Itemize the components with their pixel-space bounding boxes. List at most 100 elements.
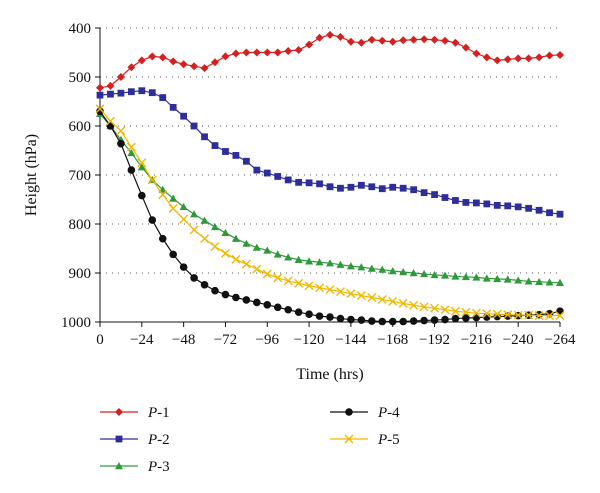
data-point bbox=[535, 206, 543, 214]
data-point bbox=[231, 254, 241, 264]
data-point bbox=[117, 139, 125, 148]
data-point bbox=[513, 310, 523, 320]
legend: P-1 P-2 P-3 P-4 P-5 bbox=[100, 405, 400, 475]
x-tick-label: −72 bbox=[214, 332, 237, 348]
data-point bbox=[431, 191, 438, 198]
data-point bbox=[546, 209, 553, 217]
series-layer bbox=[95, 30, 565, 326]
data-point bbox=[169, 57, 178, 66]
data-point bbox=[137, 56, 146, 65]
data-point bbox=[492, 309, 502, 319]
data-point bbox=[273, 250, 282, 258]
data-point bbox=[367, 35, 376, 44]
data-point bbox=[441, 194, 449, 201]
data-point bbox=[283, 276, 293, 286]
data-point bbox=[222, 148, 229, 155]
data-point bbox=[263, 48, 272, 57]
data-point bbox=[137, 163, 146, 171]
data-point bbox=[252, 243, 261, 251]
data-point bbox=[388, 37, 397, 46]
x-axis-label: Time (hrs) bbox=[296, 366, 363, 383]
data-point bbox=[169, 194, 178, 202]
series-line bbox=[99, 34, 561, 89]
data-point bbox=[430, 316, 439, 324]
data-point bbox=[190, 210, 199, 218]
data-point bbox=[471, 308, 481, 318]
data-point bbox=[138, 87, 146, 95]
data-point bbox=[273, 303, 282, 312]
data-point bbox=[168, 203, 178, 213]
data-point bbox=[106, 81, 115, 90]
data-point bbox=[430, 270, 439, 279]
y-tick-label: 1000 bbox=[61, 315, 91, 331]
data-point bbox=[242, 48, 251, 57]
data-point bbox=[116, 73, 125, 81]
data-point bbox=[357, 38, 366, 47]
data-point bbox=[388, 296, 398, 306]
data-point bbox=[430, 35, 439, 44]
data-point bbox=[419, 302, 429, 312]
data-point bbox=[399, 268, 408, 276]
data-point bbox=[399, 184, 407, 192]
data-point bbox=[284, 176, 292, 184]
data-point bbox=[336, 314, 345, 323]
data-point bbox=[535, 53, 544, 62]
data-point bbox=[200, 64, 209, 73]
legend-item: P-3 bbox=[100, 459, 170, 475]
data-point bbox=[200, 280, 209, 289]
data-point bbox=[231, 49, 240, 58]
data-point bbox=[399, 36, 408, 45]
data-point bbox=[211, 58, 219, 67]
data-point bbox=[326, 183, 334, 191]
series-4 bbox=[96, 107, 564, 326]
y-axis-label: Height (hPa) bbox=[23, 134, 40, 216]
data-point bbox=[534, 311, 544, 321]
y-tick-label: 400 bbox=[69, 21, 92, 37]
data-point bbox=[242, 239, 251, 247]
data-point bbox=[388, 317, 397, 326]
data-point bbox=[242, 296, 251, 304]
data-point bbox=[346, 37, 355, 46]
data-point bbox=[96, 91, 104, 99]
data-point bbox=[190, 274, 198, 282]
data-point bbox=[96, 83, 104, 92]
data-point bbox=[409, 269, 418, 277]
data-point bbox=[461, 307, 471, 317]
data-point bbox=[262, 269, 272, 279]
y-tick-labels: 400 500 600 700 800 900 1000 bbox=[61, 21, 100, 331]
legend-item: P-1 bbox=[100, 405, 170, 421]
x-tick-label: −192 bbox=[419, 332, 450, 348]
data-point bbox=[294, 46, 303, 55]
data-point bbox=[179, 60, 188, 69]
data-point bbox=[503, 275, 512, 283]
x-tick-label: −264 bbox=[545, 332, 576, 348]
data-point bbox=[169, 250, 177, 259]
data-point bbox=[190, 62, 199, 71]
data-point bbox=[430, 303, 440, 313]
data-point bbox=[315, 283, 325, 293]
data-point bbox=[503, 55, 512, 64]
data-point bbox=[106, 122, 115, 130]
data-point bbox=[179, 214, 189, 224]
legend-label: P-4 bbox=[377, 405, 400, 421]
data-point bbox=[503, 312, 512, 320]
data-point bbox=[451, 314, 460, 323]
data-point bbox=[210, 242, 220, 252]
data-point bbox=[295, 178, 303, 186]
data-point bbox=[336, 260, 345, 268]
data-point bbox=[452, 197, 459, 204]
legend-item: P-2 bbox=[100, 432, 170, 448]
data-point bbox=[347, 183, 355, 191]
data-point bbox=[451, 38, 460, 47]
data-point bbox=[252, 264, 262, 274]
legend-label: P-2 bbox=[147, 432, 170, 448]
data-point bbox=[420, 269, 429, 278]
data-point bbox=[462, 199, 470, 206]
y-tick-label: 700 bbox=[69, 168, 92, 184]
series-line bbox=[99, 108, 560, 317]
data-point bbox=[158, 53, 167, 62]
data-point bbox=[337, 184, 344, 192]
data-point bbox=[524, 54, 533, 63]
data-point bbox=[305, 310, 313, 318]
